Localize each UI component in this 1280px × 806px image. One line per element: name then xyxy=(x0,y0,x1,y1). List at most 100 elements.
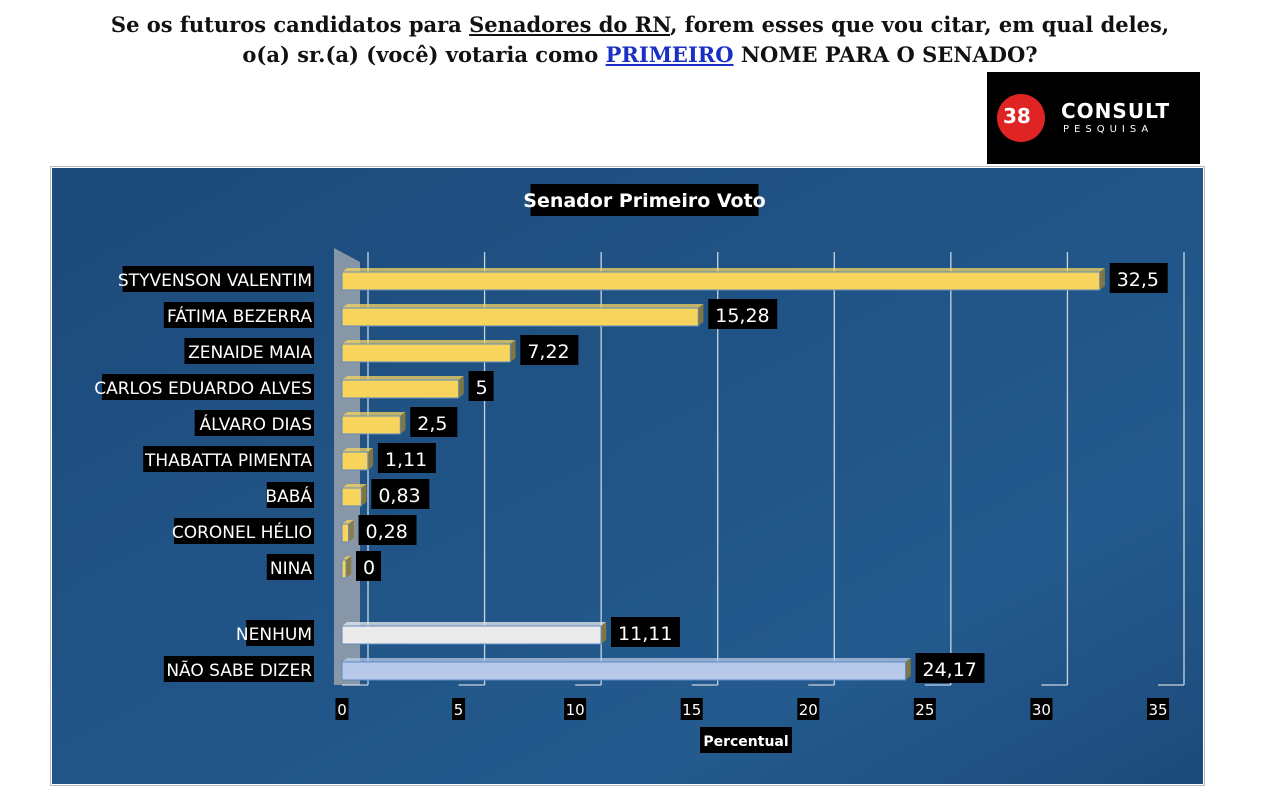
bar-end xyxy=(348,520,354,542)
value-label: 7,22 xyxy=(527,341,569,363)
value-label-box xyxy=(377,443,436,473)
bar xyxy=(341,523,350,543)
value-label: 11,11 xyxy=(618,623,672,645)
bar xyxy=(341,307,699,327)
tick-label: 35 xyxy=(1148,701,1167,719)
tick-label-box xyxy=(564,698,587,720)
question-line-2: o(a) sr.(a) (você) votaria como PRIMEIRO… xyxy=(0,40,1280,70)
consult-logo: 38 CONSULT PESQUISA xyxy=(987,72,1200,164)
category-label-box xyxy=(194,410,314,436)
value-label-box xyxy=(1109,263,1168,293)
question-headline: Se os futuros candidatos para Senadores … xyxy=(0,10,1280,70)
category-label: ZENAIDE MAIA xyxy=(188,343,312,363)
value-label-box xyxy=(371,479,430,509)
value-label: 2,5 xyxy=(417,413,447,435)
tick-label: 5 xyxy=(454,701,464,719)
chart-frame xyxy=(50,166,1205,786)
question-text: o(a) sr.(a) (você) votaria como xyxy=(242,42,606,67)
bar-end xyxy=(367,448,374,470)
chart-title: Senador Primeiro Voto xyxy=(523,190,765,212)
value-label-box xyxy=(358,515,417,545)
category-label-box xyxy=(102,374,314,400)
category-label-box xyxy=(163,656,314,682)
bar-top xyxy=(342,520,354,524)
category-label-box xyxy=(266,482,314,508)
value-label: 32,5 xyxy=(1117,269,1159,291)
value-label: 0 xyxy=(363,557,375,579)
bar-top xyxy=(342,376,464,380)
value-label-box xyxy=(915,653,985,683)
tick-label: 15 xyxy=(682,701,701,719)
category-label: NINA xyxy=(270,559,312,579)
category-label-box xyxy=(246,620,314,646)
category-label-box xyxy=(184,338,314,364)
logo-brand: CONSULT xyxy=(1061,99,1171,123)
tick-label-box xyxy=(797,698,820,720)
question-underlined-text: Senadores do RN xyxy=(469,12,671,37)
value-label: 1,11 xyxy=(385,449,427,471)
bar xyxy=(341,661,907,681)
axis-label-box xyxy=(700,727,792,753)
value-label-box xyxy=(410,407,458,437)
bar-end xyxy=(400,412,406,434)
category-label: NENHUM xyxy=(236,625,312,645)
logo-number: 38 xyxy=(1003,104,1031,128)
category-label: THABATTA PIMENTA xyxy=(144,451,312,471)
bar xyxy=(341,343,511,363)
bar-top xyxy=(342,448,374,452)
tick-label-box xyxy=(680,698,703,720)
tick-label-box xyxy=(335,698,349,720)
tick-label-box xyxy=(452,698,466,720)
value-label: 15,28 xyxy=(715,305,769,327)
bar-top xyxy=(342,658,911,662)
tick-label: 25 xyxy=(915,701,934,719)
value-label: 0,28 xyxy=(366,521,408,543)
category-label: CARLOS EDUARDO ALVES xyxy=(94,379,312,399)
bar xyxy=(341,487,362,507)
question-highlight-link[interactable]: PRIMEIRO xyxy=(605,42,734,67)
tick-label: 10 xyxy=(566,701,585,719)
bar-end xyxy=(346,556,352,578)
question-text: Se os futuros candidatos para xyxy=(110,12,470,37)
category-label-box xyxy=(266,554,314,580)
bar-end xyxy=(361,484,367,506)
bar-end xyxy=(905,658,911,680)
tick-label: 0 xyxy=(337,701,347,719)
bar-top xyxy=(342,484,367,488)
question-line-1: Se os futuros candidatos para Senadores … xyxy=(0,10,1280,40)
bar-end xyxy=(510,340,516,362)
bar xyxy=(341,559,347,579)
value-label-box xyxy=(611,617,681,647)
bar-end xyxy=(698,304,704,326)
value-label-box xyxy=(708,299,778,329)
bar-top xyxy=(342,556,352,560)
bar xyxy=(341,415,401,435)
bar-top xyxy=(342,304,704,308)
category-label: BABÁ xyxy=(265,485,312,507)
bar-top xyxy=(342,412,406,416)
category-label-box xyxy=(143,446,314,472)
bar-top xyxy=(342,340,516,344)
bar-end xyxy=(601,622,607,644)
bar-end xyxy=(458,376,464,398)
tick-label: 20 xyxy=(799,701,818,719)
value-label-box xyxy=(468,371,494,401)
bar-end xyxy=(1099,268,1105,290)
bar xyxy=(341,625,602,645)
bar xyxy=(341,271,1101,291)
category-label: CORONEL HÉLIO xyxy=(172,521,312,543)
tick-label-box xyxy=(913,698,936,720)
value-label: 24,17 xyxy=(923,659,977,681)
value-label: 5 xyxy=(476,377,488,399)
question-text: NOME PARA O SENADO? xyxy=(733,42,1038,67)
question-text: , forem esses que vou citar, em qual del… xyxy=(670,12,1170,37)
bar-top xyxy=(342,622,607,626)
chart-background xyxy=(52,168,1203,784)
bar-chart: Senador Primeiro Voto STYVENSON VALENTIM 3… xyxy=(52,168,1203,784)
category-label: ÁLVARO DIAS xyxy=(199,413,312,435)
category-label-box xyxy=(163,302,314,328)
tick-label-box xyxy=(1030,698,1053,720)
bar xyxy=(341,379,460,399)
category-label: FÁTIMA BEZERRA xyxy=(167,305,312,327)
category-label: STYVENSON VALENTIM xyxy=(118,271,312,291)
